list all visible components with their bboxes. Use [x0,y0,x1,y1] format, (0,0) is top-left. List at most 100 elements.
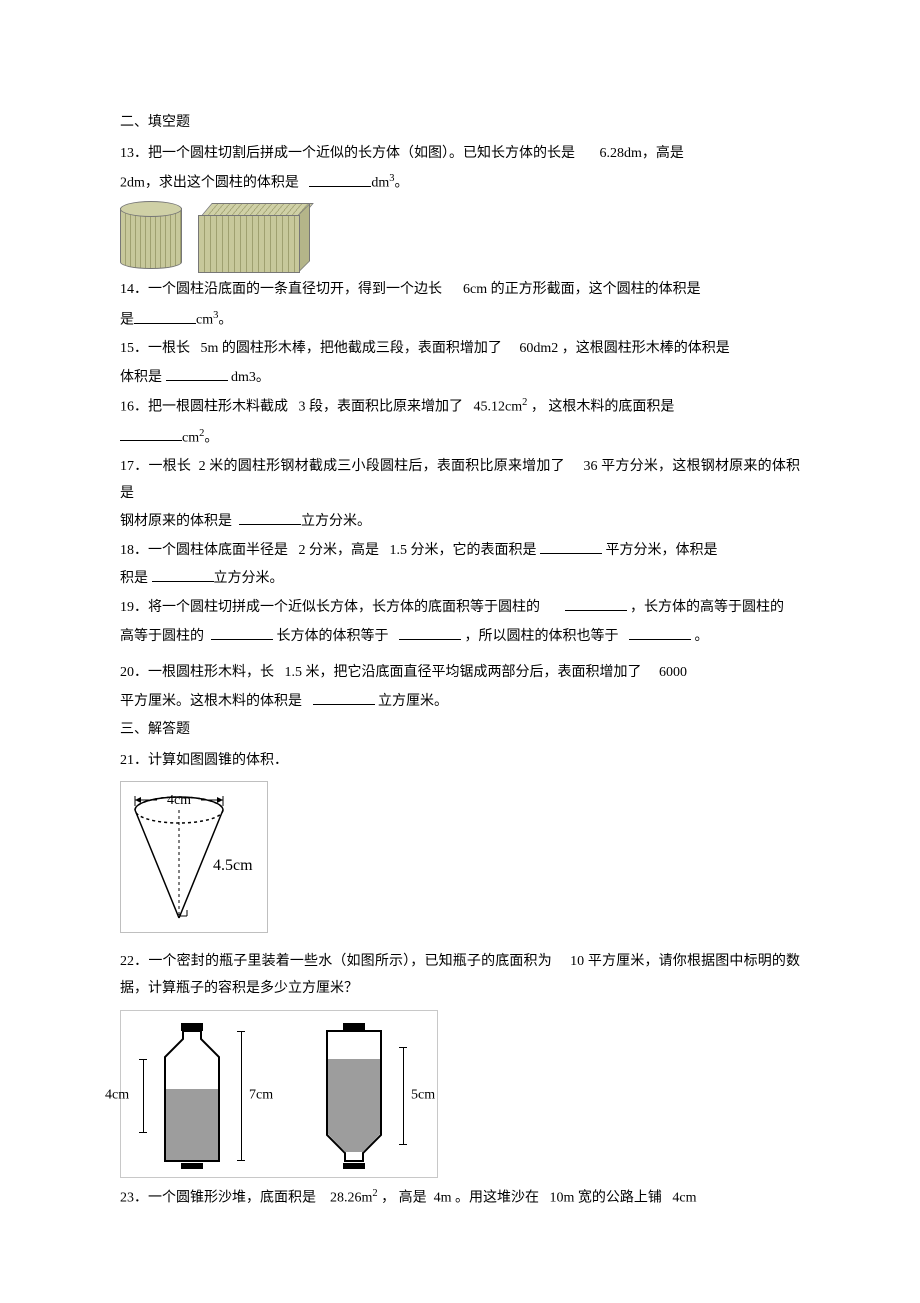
q18-a: 18．一个圆柱体底面半径是 [120,543,288,558]
q19-end: 。 [695,629,709,644]
q19-a: 19．将一个圆柱切拼成一个近似长方体，长方体的底面积等于圆柱的 [120,600,540,615]
q15-line2: 体积是 dm3。 [120,365,800,392]
q13-figure [120,201,800,271]
q20-c: 米，把它沿底面直径平均锯成两部分后，表面积增加了 [306,665,642,680]
section-2-heading: 二、填空题 [120,110,800,137]
q18-blank-2[interactable] [152,568,214,582]
q16-d: 45.12cm [474,400,523,415]
cylinder-to-cuboid-figure [120,201,308,271]
q20-end: 立方厘米。 [378,694,448,709]
q16-c: 段，表面积比原来增加了 [309,400,463,415]
q18-d: 1.5 [390,543,408,558]
q17-blank[interactable] [239,511,301,525]
q13-blank[interactable] [309,173,371,187]
cylinder-icon [120,201,180,271]
q13-line2: 2dm，求出这个圆柱的体积是 dm3。 [120,169,800,197]
q16-line2: cm2。 [120,424,800,452]
q20-b: 1.5 [285,665,303,680]
q17-b: 2 [199,459,206,474]
q17-line2: 钢材原来的体积是 立方分米。 [120,509,800,536]
q20: 20．一根圆柱形木料，长 1.5 米，把它沿底面直径平均锯成两部分后，表面积增加… [120,660,800,687]
q13-end: 。 [395,176,409,191]
q19-line2: 高等于圆柱的 长方体的体积等于 ，所以圆柱的体积也等于 。 [120,624,800,651]
q20-d: 6000 [659,665,687,680]
q23-d: 4m [434,1191,452,1206]
q13-text-c: ，高是 [642,146,684,161]
q14-line2: 是cm3。 [120,306,800,334]
q15-unit: dm3 [228,370,256,385]
q14-a: 14．一个圆柱沿底面的一条直径切开，得到一个边长 [120,282,442,297]
q14-b: 6cm [463,282,487,297]
q18-c: 分米，高是 [309,543,379,558]
q23-a: 23．一个圆锥形沙堆，底面积是 [120,1191,316,1206]
q14-blank[interactable] [134,309,196,323]
q16-blank[interactable] [120,427,182,441]
q16-d-exp: 2 [522,397,527,408]
q19-b: ，长方体的高等于圆柱的 [630,600,784,615]
q20-a: 20．一根圆柱形木料，长 [120,665,274,680]
q15-a: 15．一根长 [120,341,190,356]
q15-e: ，这根圆柱形木棒的体积是 [562,341,730,356]
q16: 16．把一根圆柱形木料截成 3 段，表面积比原来增加了 45.12cm2 ， 这… [120,393,800,421]
q23: 23．一个圆锥形沙堆，底面积是 28.26m2 ， 高是 4m 。用这堆沙在 1… [120,1184,800,1212]
q17: 17．一根长 2 米的圆柱形钢材截成三小段圆柱后，表面积比原来增加了 36 平方… [120,454,800,507]
q17-d: 36 [583,459,597,474]
q22: 22．一个密封的瓶子里装着一些水（如图所示），已知瓶子的底面积为 10 平方厘米… [120,949,800,1002]
q17-a: 17．一根长 [120,459,191,474]
q16-unit: cm [182,430,199,445]
q18-blank-1[interactable] [540,539,602,553]
q15-d: 60dm2 [519,341,558,356]
q19-blank-1[interactable] [565,597,627,611]
q16-end: 。 [204,430,218,445]
q19-c: 长方体的体积等于 [277,629,389,644]
bottle-upright-icon [153,1021,231,1171]
q23-g: 宽的公路上铺 [578,1191,662,1206]
q19-blank-3[interactable] [399,625,461,639]
q14: 14．一个圆柱沿底面的一条直径切开，得到一个边长 6cm 的正方形截面，这个圆柱… [120,277,800,304]
q13-unit: dm [371,176,389,191]
q22-a: 22．一个密封的瓶子里装着一些水（如图所示），已知瓶子的底面积为 [120,954,552,969]
q18-f: 平方分米，体积是 [606,543,718,558]
q15-end: 。 [256,370,270,385]
q15-blank[interactable] [166,367,228,381]
q23-h: 4cm [672,1191,696,1206]
q21: 21．计算如图圆锥的体积． [120,748,800,775]
q13-text-e: ，求出这个圆柱的体积是 [145,176,299,191]
q13-val-2dm: 2dm [120,176,145,191]
q18: 18．一个圆柱体底面半径是 2 分米，高是 1.5 分米，它的表面积是 平方分米… [120,538,800,565]
q13-text-a: 13．把一个圆柱切割后拼成一个近似的长方体（如图）。已知长方体的长是 [120,146,575,161]
q19: 19．将一个圆柱切拼成一个近似长方体，长方体的底面积等于圆柱的 ，长方体的高等于… [120,595,800,622]
q19-blank-4[interactable] [629,625,691,639]
q15: 15．一根长 5m 的圆柱形木棒，把他截成三段，表面积增加了 60dm2 ，这根… [120,336,800,363]
cuboid-icon [198,203,308,271]
q18-b: 2 [299,543,306,558]
q20-e: 平方厘米。这根木料的体积是 [120,694,302,709]
q14-end: 。 [218,313,232,328]
q23-c: ， 高是 [381,1191,427,1206]
q19-blank-2[interactable] [211,625,273,639]
q22-b: 10 [570,954,584,969]
q14-unit: cm [196,313,213,328]
section-3-heading: 三、解答题 [120,717,800,744]
bottle-inverted-icon [315,1021,393,1171]
q15-b: 5m [201,341,219,356]
q21-figure: 4cm 4.5cm [120,781,268,933]
dim-5cm-label: 5cm [411,1083,435,1110]
cone-height-label: 4.5cm [213,857,253,874]
bottle-upright: 4cm 7cm [139,1021,245,1171]
q19-d: ，所以圆柱的体积也等于 [465,629,619,644]
q23-b: 28.26m [330,1191,372,1206]
dim-7cm-label: 7cm [249,1083,273,1110]
q17-end: 立方分米。 [301,514,371,529]
q23-e: 。用这堆沙在 [455,1191,539,1206]
q16-a: 16．把一根圆柱形木料截成 [120,400,288,415]
q20-blank[interactable] [313,690,375,704]
q16-b: 3 [299,400,306,415]
dim-7cm: 7cm [237,1031,245,1161]
q17-c: 米的圆柱形钢材截成三小段圆柱后，表面积比原来增加了 [209,459,565,474]
cone-icon: 4cm 4.5cm [127,788,257,928]
q23-f: 10m [550,1191,575,1206]
q15-c: 的圆柱形木棒，把他截成三段，表面积增加了 [222,341,502,356]
q16-e: ， 这根木料的底面积是 [531,400,675,415]
bottle-inverted: 5cm [315,1021,407,1171]
